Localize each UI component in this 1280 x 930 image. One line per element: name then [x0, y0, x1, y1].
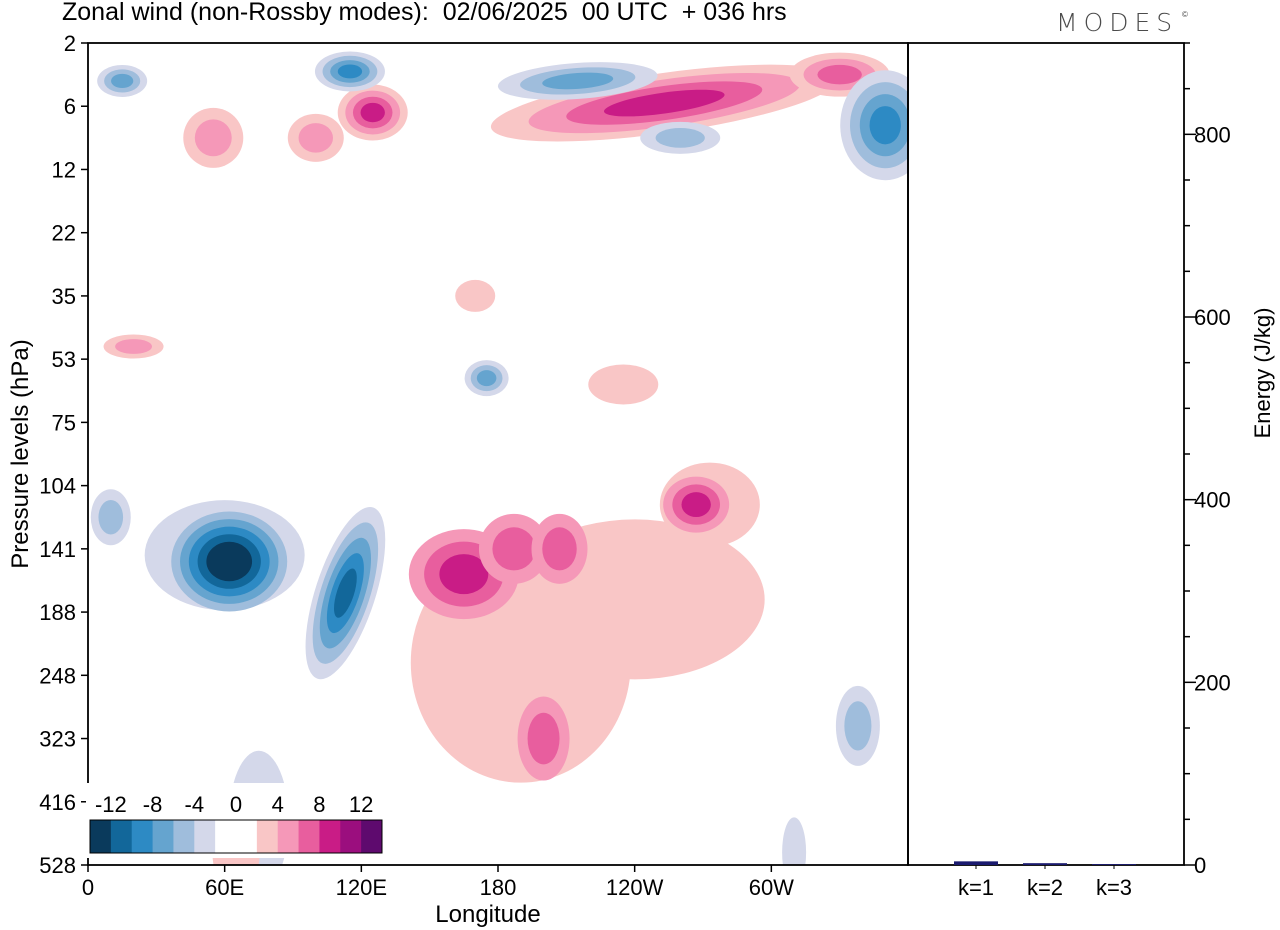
energy-bar-k1 [954, 861, 998, 865]
positive-53-west-level-2 [115, 339, 153, 354]
positive-lower-160W-level-2 [527, 712, 560, 765]
colorbar-frame [89, 819, 383, 854]
energy-panel: 0 200 400 600 800 Energy (J/kg) k=1 k=2 k=3 [907, 42, 1275, 900]
energy-tick-label: 0 [1194, 853, 1206, 878]
y-tick-label: 141 [39, 537, 76, 562]
negative-upper-100W-level-2 [655, 128, 705, 148]
colorbar-swatch [194, 820, 216, 853]
colorbar-swatch [173, 820, 195, 853]
energy-category-label: k=1 [958, 875, 994, 900]
x-tick-label: 120W [606, 875, 664, 900]
positive-upper-120E-level-4 [360, 102, 385, 123]
negative-upper-west-level-3 [111, 73, 134, 89]
x-tick-label: 60W [749, 875, 794, 900]
negative-upper-band-level-3 [542, 72, 614, 90]
negative-53-180-level-3 [476, 370, 497, 387]
y-tick-label: 188 [39, 600, 76, 625]
positive-core-175E-level-2 [492, 527, 536, 571]
colorbar-label: 0 [230, 792, 242, 817]
y-tick-label: 53 [52, 347, 76, 372]
colorbar-label: -8 [143, 792, 163, 817]
colorbar-label: 8 [313, 792, 325, 817]
y-tick-label: 12 [52, 157, 76, 182]
y-tick-label: 248 [39, 663, 76, 688]
x-tick-label: 0 [82, 875, 94, 900]
positive-upper-100E-level-2 [298, 123, 334, 153]
negative-core-60E-level-5 [206, 541, 253, 582]
y-tick-label: 22 [52, 221, 76, 246]
y-tick-label: 75 [52, 410, 76, 435]
colorbar-swatch [236, 820, 258, 853]
y-tick-label: 416 [39, 790, 76, 815]
positive-53-130W-level-1 [588, 364, 659, 405]
y-tick-label: 6 [64, 94, 76, 119]
colorbar-swatch [110, 820, 133, 853]
energy-frame [907, 42, 1185, 866]
energy-category-label: k=2 [1027, 875, 1063, 900]
colorbar: -12 -8 -4 0 4 8 12 [86, 783, 386, 858]
negative-band-110E-level-5 [334, 568, 357, 618]
energy-tick-label: 400 [1194, 488, 1231, 513]
y-tick-label: 323 [39, 727, 76, 752]
colorbar-swatch [256, 820, 279, 853]
modes-logo: MODES [1056, 8, 1179, 37]
positive-band-strat-level-4 [603, 89, 725, 117]
negative-lower-east-level-2 [844, 701, 872, 751]
y-tick-label: 35 [52, 284, 76, 309]
energy-category-label: k=3 [1096, 875, 1132, 900]
colorbar-swatch [340, 820, 362, 853]
energy-tick-label: 200 [1194, 670, 1231, 695]
negative-upper-east-level-4 [869, 106, 901, 145]
negative-upper-110E-level-4 [337, 64, 363, 79]
y-tick-label: 528 [39, 853, 76, 878]
colorbar-label: -4 [185, 792, 205, 817]
x-axis-label: Longitude [435, 901, 540, 928]
x-tick-label: 120E [336, 875, 387, 900]
colorbar-swatch [131, 820, 154, 853]
positive-core-165W-level-2 [542, 527, 577, 571]
energy-tick-label: 800 [1194, 122, 1231, 147]
colorbar-swatch [361, 820, 383, 853]
chart-title: Zonal wind (non-Rossby modes): 02/06/202… [62, 0, 787, 26]
copyright-mark: © [1182, 10, 1188, 19]
colorbar-label: 12 [349, 792, 373, 817]
colorbar-swatch [298, 820, 320, 853]
colorbar-swatch [277, 820, 300, 853]
positive-core-95W-level-3 [681, 492, 711, 518]
energy-bar-k2 [1023, 863, 1067, 865]
colorbar-swatch [319, 820, 341, 853]
x-tick-label: 180 [480, 875, 517, 900]
positive-upper-east-level-3 [817, 64, 862, 85]
y-axis-label: Pressure levels (hPa) [7, 339, 34, 568]
energy-bar-k3 [1092, 864, 1136, 865]
colorbar-swatch [215, 820, 237, 853]
colorbar-swatch [152, 820, 174, 853]
x-tick-label: 60E [205, 875, 244, 900]
y-tick-label: 2 [64, 31, 76, 56]
positive-35-180-level-1 [455, 279, 496, 312]
colorbar-label: 4 [272, 792, 284, 817]
negative-surface-60W-level-1 [782, 817, 807, 865]
positive-upper-50E-level-2 [194, 119, 232, 157]
energy-tick-label: 600 [1194, 305, 1231, 330]
colorbar-label: -12 [95, 792, 127, 817]
positive-core-160E-level-3 [439, 554, 489, 595]
colorbar-swatch [90, 820, 112, 853]
negative-west-edge-level-2 [98, 500, 124, 535]
energy-axis-label: Energy (J/kg) [1250, 308, 1275, 439]
y-tick-label: 104 [39, 474, 76, 499]
